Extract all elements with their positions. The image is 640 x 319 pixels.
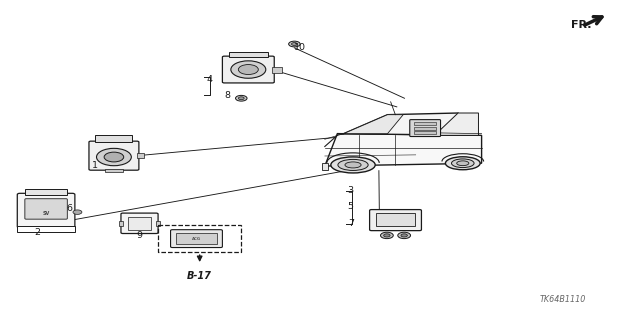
FancyBboxPatch shape	[370, 210, 422, 231]
Text: 6: 6	[66, 204, 72, 213]
Text: 5: 5	[348, 202, 354, 211]
FancyBboxPatch shape	[17, 193, 75, 228]
FancyBboxPatch shape	[121, 213, 158, 234]
Circle shape	[292, 43, 298, 45]
Text: 2: 2	[34, 228, 40, 237]
Bar	[119, 220, 123, 226]
Polygon shape	[344, 115, 403, 134]
Circle shape	[104, 152, 124, 162]
Bar	[322, 163, 328, 170]
Polygon shape	[337, 113, 479, 135]
Circle shape	[231, 61, 266, 78]
Ellipse shape	[451, 159, 474, 167]
Circle shape	[236, 95, 247, 101]
Bar	[156, 220, 160, 226]
Polygon shape	[325, 134, 481, 166]
FancyBboxPatch shape	[170, 230, 223, 248]
Bar	[414, 122, 436, 125]
FancyBboxPatch shape	[223, 56, 275, 83]
Text: 10: 10	[294, 43, 305, 52]
Circle shape	[384, 234, 390, 237]
Ellipse shape	[338, 160, 368, 170]
Bar	[414, 127, 436, 130]
FancyBboxPatch shape	[89, 141, 139, 170]
FancyBboxPatch shape	[25, 199, 67, 219]
Text: FR.: FR.	[571, 19, 591, 30]
Bar	[177, 233, 216, 244]
Text: TK64B1110: TK64B1110	[540, 295, 586, 304]
Text: SV: SV	[42, 211, 50, 216]
FancyBboxPatch shape	[410, 120, 440, 137]
Ellipse shape	[457, 161, 469, 166]
Text: 4: 4	[207, 75, 213, 84]
Bar	[137, 153, 144, 159]
Circle shape	[97, 148, 131, 166]
Circle shape	[398, 232, 411, 239]
Bar	[414, 131, 436, 134]
Text: B-17: B-17	[188, 271, 212, 281]
Text: 8: 8	[224, 91, 230, 100]
Text: ACG: ACG	[192, 237, 201, 241]
Bar	[376, 213, 415, 226]
Bar	[128, 217, 151, 230]
Bar	[229, 52, 268, 57]
Circle shape	[238, 64, 259, 75]
Text: 3: 3	[348, 186, 354, 195]
Bar	[273, 67, 282, 72]
Circle shape	[380, 232, 393, 239]
Text: 7: 7	[348, 219, 354, 228]
Bar	[17, 226, 75, 232]
Text: 9: 9	[136, 231, 143, 240]
Bar	[95, 135, 132, 142]
Circle shape	[401, 234, 407, 237]
Bar	[105, 169, 123, 173]
Ellipse shape	[345, 162, 361, 168]
Ellipse shape	[331, 157, 375, 173]
Ellipse shape	[445, 157, 480, 170]
Polygon shape	[435, 113, 479, 135]
Circle shape	[238, 97, 244, 100]
Text: 1: 1	[92, 161, 98, 170]
Circle shape	[73, 210, 82, 214]
Bar	[25, 189, 67, 195]
Circle shape	[289, 41, 300, 47]
Bar	[158, 225, 241, 252]
